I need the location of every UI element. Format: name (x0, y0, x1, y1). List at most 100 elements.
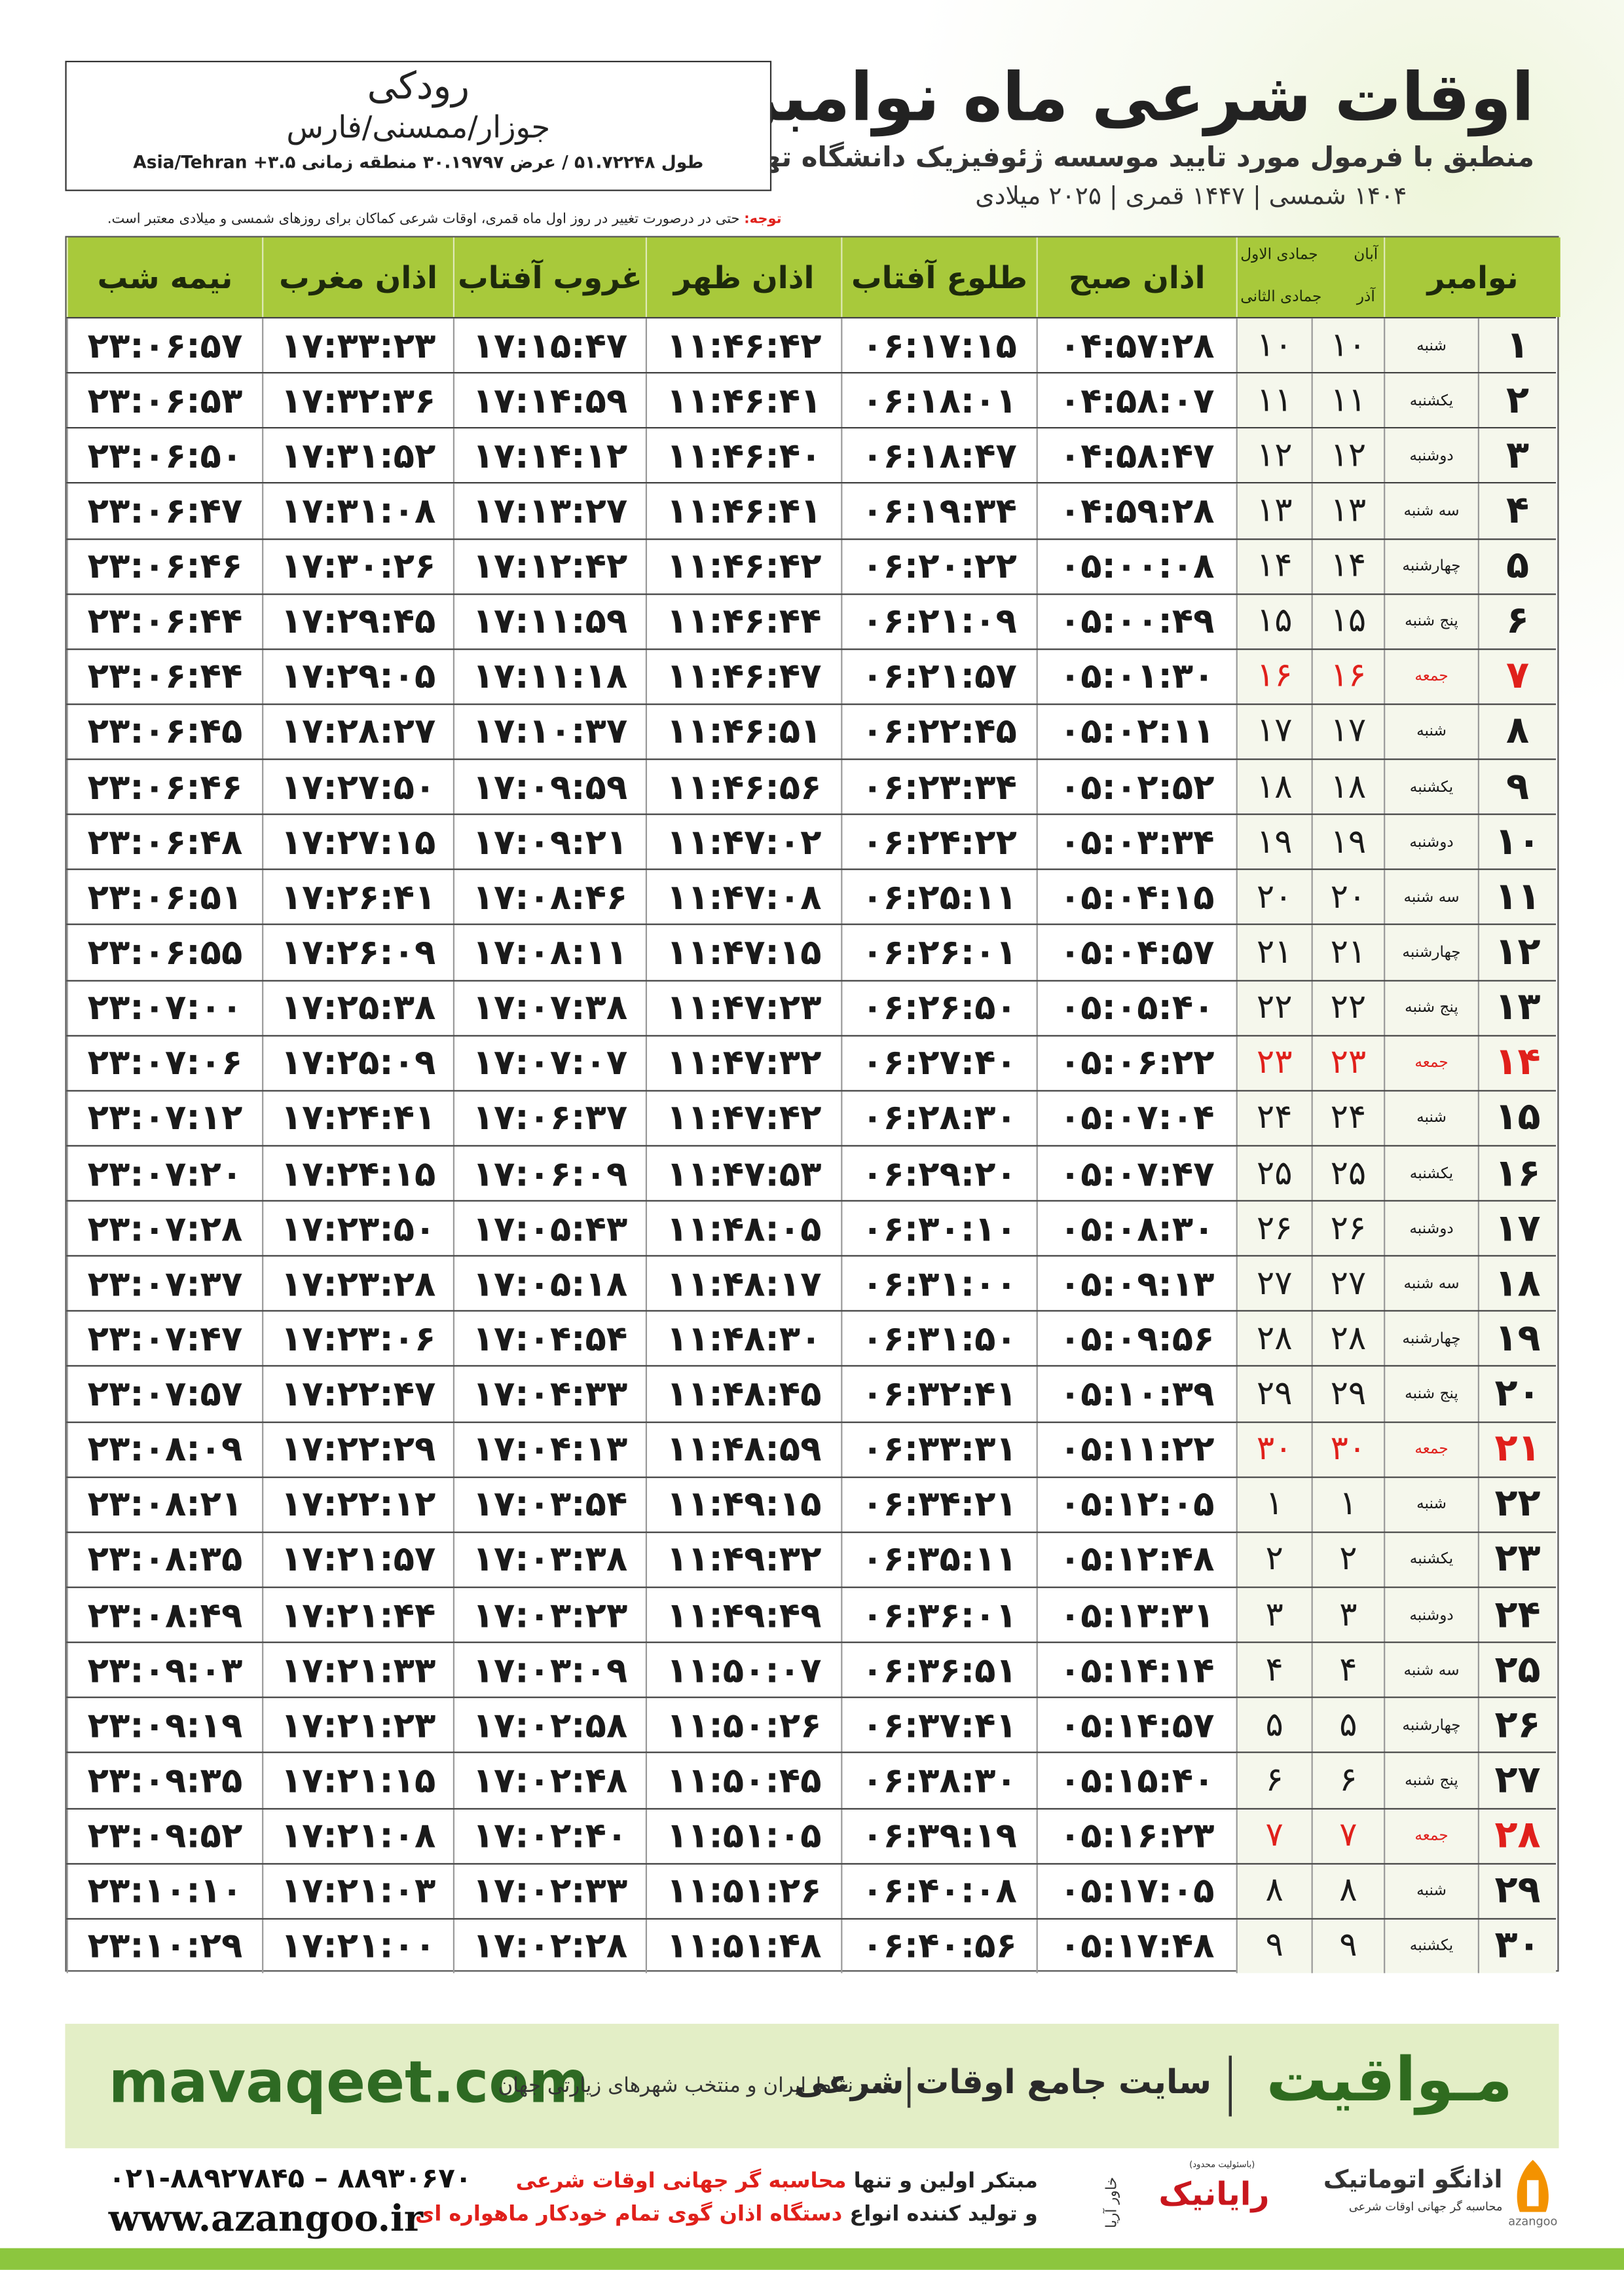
time-cell: ۱۷:۱۲:۴۲ (452, 539, 646, 593)
prayer-table: نیمه شب اذان مغرب غروب آفتاب اذان ظهر طلوع آ… (65, 236, 1560, 1973)
month-label: آبان (1354, 246, 1378, 264)
day-number: ۱ (1477, 318, 1557, 373)
time-cell: ۱۱:۵۱:۴۸ (645, 1919, 841, 1973)
qamari-day: ۱۲ (1236, 428, 1312, 483)
info-text: مبتکر اولین و تنها (853, 2170, 1038, 2193)
separator (907, 2067, 911, 2108)
weekday: پنج شنبه (1384, 594, 1478, 648)
day-number: ۲۱ (1477, 1422, 1557, 1476)
day-number: ۳ (1477, 428, 1557, 483)
weekday: شنبه (1384, 705, 1478, 759)
shamsi-day: ۲۵ (1311, 1146, 1384, 1200)
time-cell: ۱۷:۱۴:۱۲ (452, 428, 646, 483)
note: توجه: حتی در درصورت تغییر در روز اول ماه… (107, 212, 782, 227)
info-highlight: محاسبه گر جهانی اوقات شرعی (515, 2170, 847, 2193)
time-cell: ۱۷:۰۳:۵۴ (452, 1478, 646, 1532)
time-cell: ۲۳:۰۶:۴۷ (66, 484, 262, 538)
day-number: ۱۱ (1477, 870, 1557, 925)
logo-text: (باسئولیت محدود) (1189, 2159, 1255, 2170)
time-cell: ۱۷:۱۱:۱۸ (452, 649, 646, 703)
weekday: جمعه (1384, 649, 1478, 703)
time-cell: ۱۷:۰۳:۰۹ (452, 1643, 646, 1698)
day-number: ۲۲ (1477, 1478, 1557, 1532)
table-row: ۲۳:۰۷:۰۰ ۱۷:۲۵:۳۸ ۱۷:۰۷:۳۸ ۱۱:۴۷:۲۳ ۰۶:۲۶:۵۰… (66, 979, 1557, 1035)
footer-banner: mavaqeet.com همه نقاط ایران و منتخب شهره… (65, 2024, 1559, 2149)
time-cell: ۲۳:۰۷:۴۷ (66, 1312, 262, 1366)
shamsi-day: ۷ (1311, 1808, 1384, 1863)
time-cell: ۱۷:۲۲:۱۲ (262, 1478, 453, 1532)
weekday: سه شنبه (1384, 1257, 1478, 1311)
time-cell: ۰۶:۳۰:۱۰ (841, 1201, 1036, 1256)
time-cell: ۱۷:۲۳:۰۶ (262, 1312, 453, 1366)
shamsi-day: ۱۶ (1311, 649, 1384, 703)
time-cell: ۱۱:۴۸:۵۹ (645, 1422, 841, 1476)
time-cell: ۲۳:۰۷:۵۷ (66, 1367, 262, 1421)
shamsi-day: ۱۹ (1311, 815, 1384, 869)
weekday: شنبه (1384, 318, 1478, 373)
table-row: ۲۳:۰۷:۲۰ ۱۷:۲۴:۱۵ ۱۷:۰۶:۰۹ ۱۱:۴۷:۵۳ ۰۶:۲۹:۲۰… (66, 1145, 1557, 1200)
weekday: دوشنبه (1384, 1588, 1478, 1642)
shamsi-day: ۱ (1311, 1478, 1384, 1532)
time-cell: ۰۵:۰۶:۲۲ (1036, 1035, 1236, 1090)
time-cell: ۱۷:۱۵:۴۷ (452, 318, 646, 373)
time-cell: ۰۶:۳۹:۱۹ (841, 1808, 1036, 1863)
time-cell: ۱۱:۴۸:۱۷ (645, 1257, 841, 1311)
time-cell: ۲۳:۰۶:۴۴ (66, 594, 262, 648)
time-cell: ۲۳:۰۷:۰۰ (66, 980, 262, 1035)
time-cell: ۰۶:۳۴:۲۱ (841, 1478, 1036, 1532)
time-cell: ۰۶:۱۷:۱۵ (841, 318, 1036, 373)
table-row: ۲۳:۱۰:۱۰ ۱۷:۲۱:۰۳ ۱۷:۰۲:۳۳ ۱۱:۵۱:۲۶ ۰۶:۴۰:۰۸… (66, 1862, 1557, 1918)
column-header: طلوع آفتاب (841, 237, 1036, 318)
table-row: ۲۳:۰۸:۲۱ ۱۷:۲۲:۱۲ ۱۷:۰۳:۵۴ ۱۱:۴۹:۱۵ ۰۶:۳۴:۲۱… (66, 1476, 1557, 1532)
day-number: ۲ (1477, 373, 1557, 428)
time-cell: ۰۶:۱۹:۳۴ (841, 484, 1036, 538)
table-row: ۲۳:۰۶:۵۱ ۱۷:۲۶:۴۱ ۱۷:۰۸:۴۶ ۱۱:۴۷:۰۸ ۰۶:۲۵:۱۱… (66, 868, 1557, 925)
weekday: جمعه (1384, 1422, 1478, 1476)
time-cell: ۱۷:۲۶:۰۹ (262, 925, 453, 980)
table-row: ۲۳:۰۷:۱۲ ۱۷:۲۴:۴۱ ۱۷:۰۶:۳۷ ۱۱:۴۷:۴۲ ۰۶:۲۸:۳۰… (66, 1089, 1557, 1145)
time-cell: ۱۱:۴۶:۴۴ (645, 594, 841, 648)
time-cell: ۲۳:۰۶:۴۶ (66, 539, 262, 593)
day-number: ۱۸ (1477, 1257, 1557, 1311)
table-row: ۲۳:۰۶:۴۴ ۱۷:۲۹:۰۵ ۱۷:۱۱:۱۸ ۱۱:۴۶:۴۷ ۰۶:۲۱:۵۷… (66, 648, 1557, 703)
time-cell: ۱۷:۰۸:۱۱ (452, 925, 646, 980)
time-cell: ۲۳:۰۸:۴۹ (66, 1588, 262, 1642)
weekday: دوشنبه (1384, 1201, 1478, 1256)
qamari-day: ۲۲ (1236, 980, 1312, 1035)
time-cell: ۱۱:۴۷:۴۲ (645, 1091, 841, 1145)
time-cell: ۱۱:۵۰:۲۶ (645, 1698, 841, 1753)
time-cell: ۲۳:۰۶:۵۰ (66, 428, 262, 483)
time-cell: ۱۷:۲۳:۲۸ (262, 1257, 453, 1311)
time-cell: ۱۷:۰۵:۱۸ (452, 1257, 646, 1311)
weekday: شنبه (1384, 1478, 1478, 1532)
time-cell: ۱۷:۱۳:۲۷ (452, 484, 646, 538)
shamsi-day: ۲۰ (1311, 870, 1384, 925)
time-cell: ۰۶:۲۰:۲۲ (841, 539, 1036, 593)
time-cell: ۱۷:۲۲:۴۷ (262, 1367, 453, 1421)
time-cell: ۰۵:۰۷:۴۷ (1036, 1146, 1236, 1200)
weekday: پنج شنبه (1384, 1367, 1478, 1421)
weekday: سه شنبه (1384, 1643, 1478, 1698)
time-cell: ۰۵:۱۲:۴۸ (1036, 1533, 1236, 1587)
time-cell: ۰۶:۳۳:۳۱ (841, 1422, 1036, 1476)
qamari-day: ۱۴ (1236, 539, 1312, 593)
shamsi-day: ۲۳ (1311, 1035, 1384, 1090)
time-cell: ۰۶:۳۵:۱۱ (841, 1533, 1036, 1587)
subtitle: منطبق با فرمول مورد تایید موسسه ژئوفیزیک… (713, 141, 1534, 174)
time-cell: ۱۷:۱۱:۵۹ (452, 594, 646, 648)
time-cell: ۰۵:۰۹:۵۶ (1036, 1312, 1236, 1366)
time-cell: ۱۱:۴۶:۴۱ (645, 484, 841, 538)
time-cell: ۲۳:۰۸:۲۱ (66, 1478, 262, 1532)
qamari-day: ۲ (1236, 1533, 1312, 1587)
time-cell: ۱۷:۳۰:۲۶ (262, 539, 453, 593)
qamari-day: ۱۷ (1236, 705, 1312, 759)
time-cell: ۱۱:۴۶:۴۲ (645, 318, 841, 373)
day-number: ۷ (1477, 649, 1557, 703)
time-cell: ۰۶:۳۶:۵۱ (841, 1643, 1036, 1698)
time-cell: ۱۷:۲۴:۴۱ (262, 1091, 453, 1145)
location-region: جوزار/ممسنی/فارس (286, 109, 551, 145)
time-cell: ۱۷:۰۷:۳۸ (452, 980, 646, 1035)
shamsi-day: ۲ (1311, 1533, 1384, 1587)
shamsi-day: ۱۰ (1311, 318, 1384, 373)
shamsi-day: ۲۲ (1311, 980, 1384, 1035)
